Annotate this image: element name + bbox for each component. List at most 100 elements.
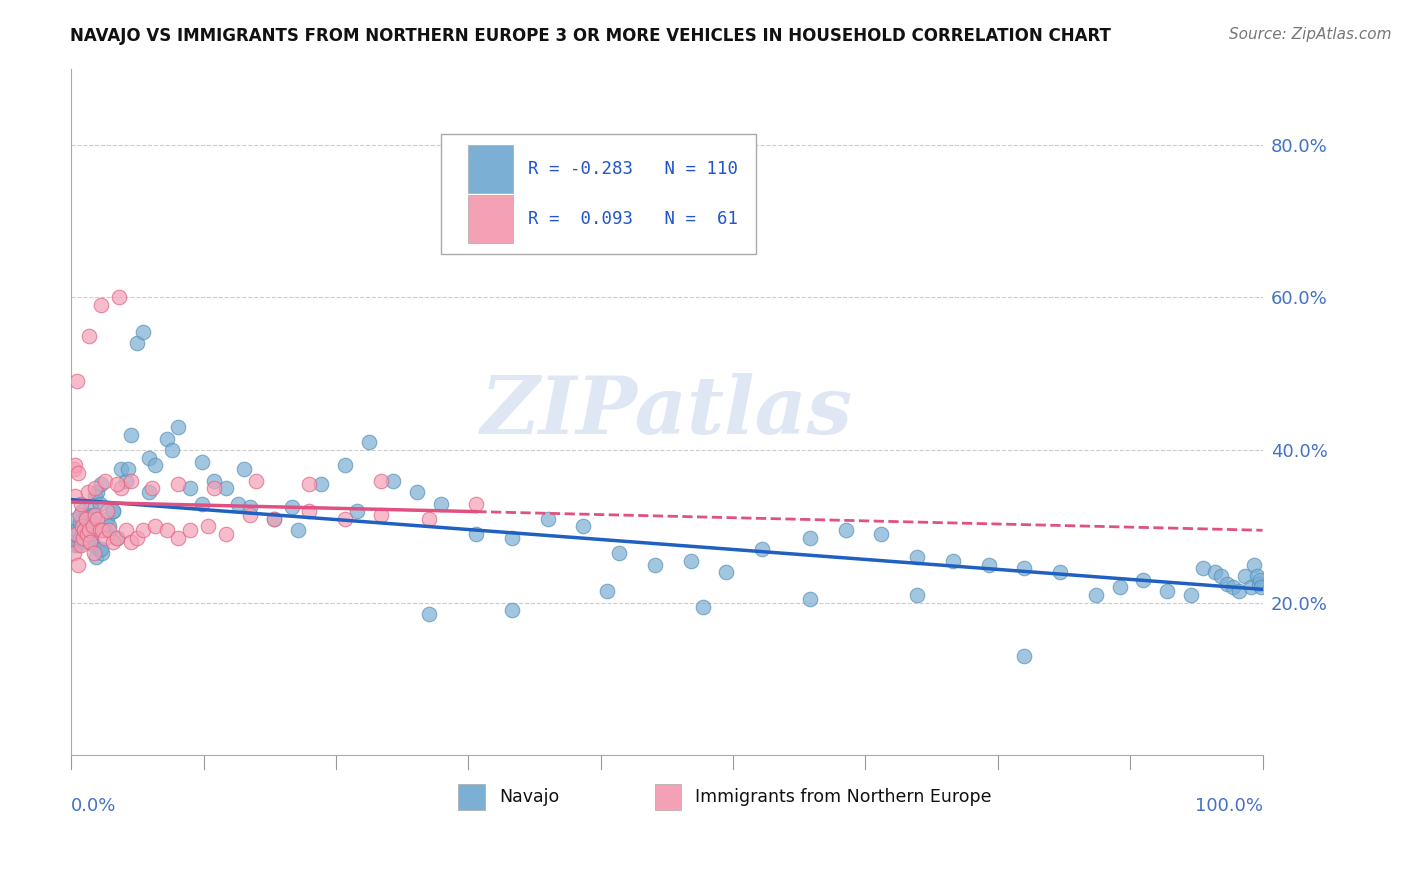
Point [298,504,321,518]
Point [1132,573,1154,587]
Point [67,558,90,572]
Point [101,534,124,549]
Point [82,525,104,540]
Point [73,523,96,537]
Point [155,432,177,446]
Point [679,554,702,568]
Point [263,512,285,526]
Point [96,512,118,526]
Point [110,481,132,495]
Point [143,458,166,473]
Point [105,477,128,491]
Point [69,539,91,553]
Point [69,531,91,545]
Point [179,523,201,537]
Point [84,481,107,495]
Bar [655,783,681,810]
Point [91,546,114,560]
Point [239,508,262,522]
Point [1180,588,1202,602]
Point [1227,584,1250,599]
Point [607,546,630,560]
Point [75,512,97,526]
Text: ZIPatlas: ZIPatlas [481,373,853,450]
Point [79,519,101,533]
Point [905,549,928,564]
Point [197,519,219,533]
Point [82,519,104,533]
Point [138,450,160,465]
Point [62,527,84,541]
Point [1209,569,1232,583]
Point [167,477,190,491]
Point [93,474,115,488]
Point [110,462,132,476]
Point [77,534,100,549]
Point [141,481,163,495]
Point [418,607,440,622]
Point [370,508,392,522]
Point [90,298,112,312]
Point [62,462,84,476]
Point [1084,588,1107,602]
Point [501,603,523,617]
Point [1012,561,1035,575]
Point [89,523,111,537]
Point [143,519,166,533]
Point [370,474,392,488]
Point [905,588,928,602]
Point [870,527,893,541]
Point [1049,565,1071,579]
Point [75,508,97,522]
Point [381,474,404,488]
Point [1216,576,1239,591]
Point [155,523,177,537]
Bar [458,783,485,810]
Text: 100.0%: 100.0% [1195,797,1263,814]
Point [132,523,155,537]
Point [87,542,110,557]
Point [76,527,98,541]
Point [1239,581,1261,595]
Point [66,523,89,537]
Point [79,534,101,549]
Point [465,496,488,510]
Point [120,427,142,442]
Point [1204,565,1226,579]
Point [66,375,89,389]
Point [120,474,142,488]
Point [226,496,249,510]
Point [67,466,90,480]
Point [1250,581,1272,595]
Point [215,481,238,495]
Point [644,558,666,572]
Point [977,558,1000,572]
Point [834,523,856,537]
Point [1243,558,1265,572]
Point [429,496,451,510]
Point [1192,561,1215,575]
Point [245,474,267,488]
Text: Navajo: Navajo [499,788,560,805]
Point [233,462,256,476]
Point [215,527,238,541]
Point [202,481,225,495]
Point [67,539,90,553]
Point [93,531,115,545]
Point [162,443,184,458]
Point [280,500,302,515]
Point [105,531,128,545]
Point [335,458,357,473]
Point [191,454,214,468]
Point [90,477,112,491]
Point [335,512,357,526]
Point [191,496,214,510]
Point [69,516,91,530]
Point [799,531,821,545]
Point [716,565,738,579]
Point [84,489,107,503]
Point [138,485,160,500]
Point [298,477,321,491]
Point [202,474,225,488]
Point [76,527,98,541]
